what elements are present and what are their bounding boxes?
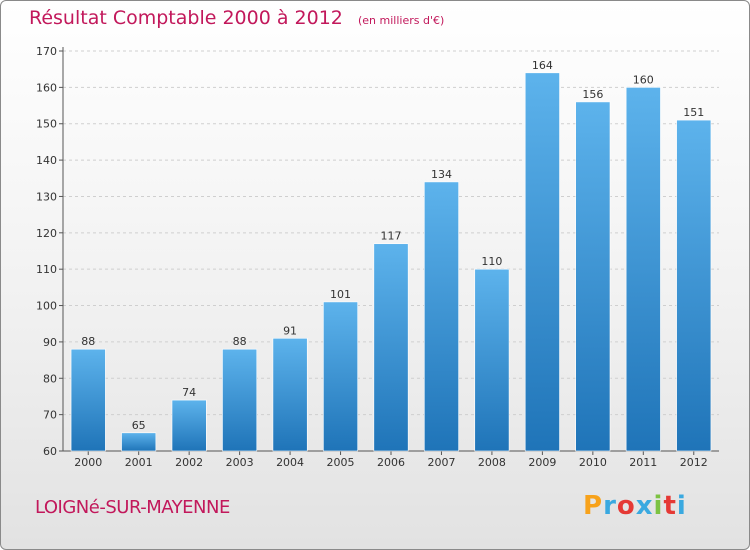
data-label: 110 bbox=[481, 255, 502, 268]
y-tick-label: 170 bbox=[36, 45, 57, 58]
title-row: Résultat Comptable 2000 à 2012 (en milli… bbox=[29, 7, 444, 29]
data-label: 101 bbox=[330, 288, 351, 301]
logo-letter: P bbox=[583, 491, 604, 521]
x-tick-label: 2001 bbox=[125, 456, 153, 469]
data-label: 65 bbox=[132, 419, 146, 432]
data-label: 88 bbox=[233, 335, 247, 348]
bar-2012 bbox=[676, 119, 712, 452]
y-tick-label: 140 bbox=[36, 154, 57, 167]
x-tick-label: 2005 bbox=[327, 456, 355, 469]
data-label: 160 bbox=[633, 73, 654, 86]
data-labels: 88 65 74 88 91 101 117 134 110 164 156 160 151 bbox=[81, 59, 704, 432]
data-label: 156 bbox=[582, 88, 603, 101]
y-tick-label: 60 bbox=[43, 445, 57, 458]
data-label: 164 bbox=[532, 59, 553, 72]
x-tick-label: 2006 bbox=[377, 456, 405, 469]
y-tick-labels: 60 70 80 90 100 110 120 130 140 150 160 170 bbox=[36, 45, 57, 458]
x-tick-label: 2011 bbox=[629, 456, 657, 469]
y-tick-label: 70 bbox=[43, 409, 57, 422]
bar-2005 bbox=[323, 301, 358, 452]
bars bbox=[70, 72, 712, 452]
y-tick-label: 150 bbox=[36, 118, 57, 131]
logo-letter: t bbox=[663, 491, 677, 521]
y-tick-label: 80 bbox=[43, 372, 57, 385]
x-tick-label: 2012 bbox=[680, 456, 708, 469]
data-label: 151 bbox=[683, 106, 704, 119]
bar-2009 bbox=[524, 72, 560, 452]
commune-name: LOIGNé-SUR-MAYENNE bbox=[35, 497, 230, 518]
data-label: 117 bbox=[381, 230, 402, 243]
x-tick-label: 2000 bbox=[74, 456, 102, 469]
logo-letter: x bbox=[635, 491, 654, 521]
bar-2008 bbox=[474, 268, 510, 452]
data-label: 74 bbox=[182, 386, 196, 399]
bar-2010 bbox=[575, 101, 611, 452]
bar-2011 bbox=[625, 87, 661, 452]
x-tick-labels: 2000 2001 2002 2003 2004 2005 2006 2007 2008 2009… bbox=[74, 456, 708, 469]
bar-2002 bbox=[171, 399, 207, 452]
data-label: 88 bbox=[81, 335, 95, 348]
data-label: 91 bbox=[283, 324, 297, 337]
logo-letter: r bbox=[603, 491, 617, 521]
y-tick-label: 100 bbox=[36, 300, 57, 313]
x-tick-label: 2007 bbox=[427, 456, 455, 469]
x-tick-label: 2009 bbox=[528, 456, 556, 469]
chart-subtitle: (en milliers d'€) bbox=[357, 14, 445, 27]
bar-2003 bbox=[222, 348, 258, 452]
x-tick-label: 2003 bbox=[226, 456, 254, 469]
x-tick-label: 2004 bbox=[276, 456, 304, 469]
bar-2006 bbox=[373, 243, 409, 452]
x-tick-label: 2010 bbox=[579, 456, 607, 469]
data-label: 134 bbox=[431, 168, 452, 181]
x-tick-label: 2008 bbox=[478, 456, 506, 469]
y-tick-label: 90 bbox=[43, 336, 57, 349]
y-tick-label: 130 bbox=[36, 190, 57, 203]
bar-2007 bbox=[424, 181, 459, 452]
bar-2004 bbox=[272, 337, 308, 452]
y-tick-label: 120 bbox=[36, 227, 57, 240]
logo-letter: i bbox=[653, 491, 664, 521]
y-tick-label: 160 bbox=[36, 81, 57, 94]
logo-letter: i bbox=[676, 491, 687, 521]
y-tick-label: 110 bbox=[36, 263, 57, 276]
logo-letter: o bbox=[616, 491, 636, 521]
bar-2001 bbox=[121, 432, 157, 452]
bar-2000 bbox=[70, 348, 106, 452]
chart-title: Résultat Comptable 2000 à 2012 bbox=[29, 7, 343, 29]
proxiti-logo: Proxiti bbox=[583, 491, 687, 521]
x-tick-label: 2002 bbox=[175, 456, 203, 469]
